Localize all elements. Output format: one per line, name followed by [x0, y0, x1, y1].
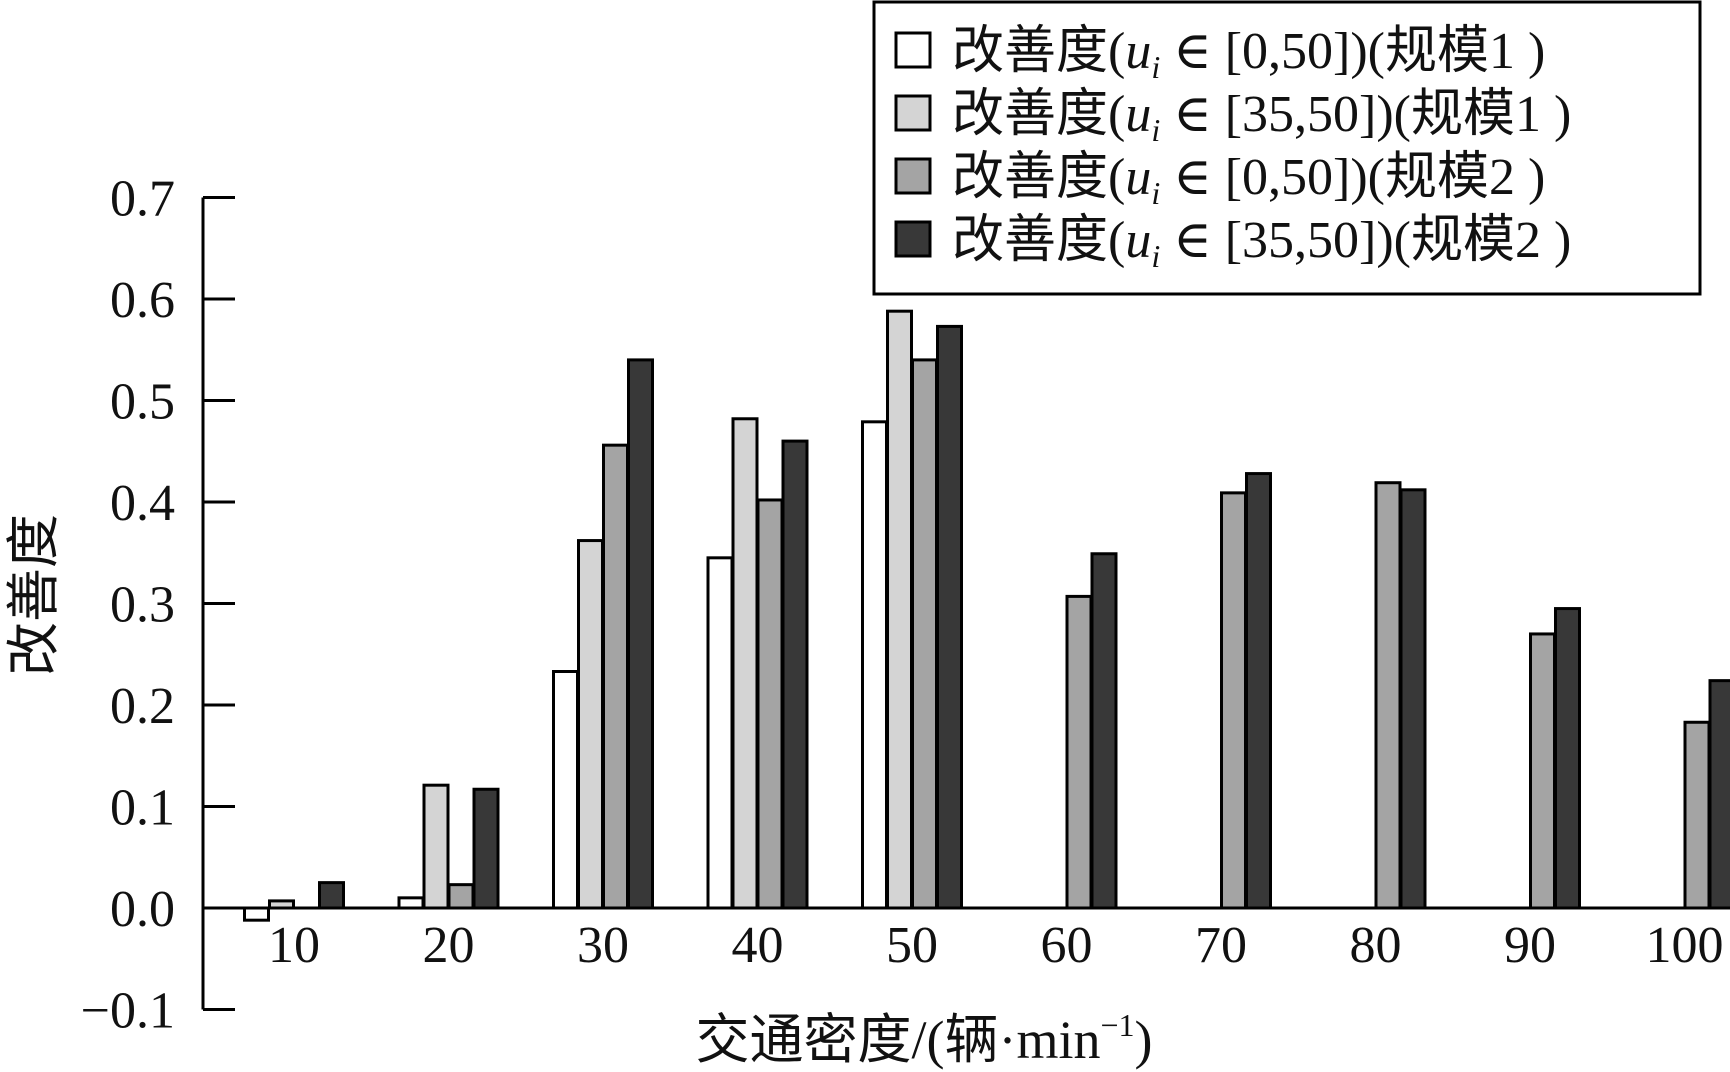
legend-frame — [872, 0, 1702, 296]
bar — [1065, 594, 1093, 910]
bar — [1220, 491, 1247, 910]
x-axis: 10 20 30 40 50 60 70 80 90 100 — [203, 906, 1724, 974]
legend-label: 改善度(ui ∈ [0,50])(规模1 ) — [952, 23, 1545, 85]
x-axis-title: 交通密度/(辆·min−1) — [695, 1007, 1152, 1070]
y-tick-label: 0.3 — [110, 577, 175, 634]
x-axis-title-main: 交通密度/(辆·min — [695, 1010, 1100, 1070]
x-tick-label: 30 — [577, 917, 629, 974]
bar — [911, 358, 938, 910]
y-tick-label: 0.4 — [110, 475, 175, 532]
legend-swatch — [894, 94, 932, 132]
bar — [1245, 472, 1272, 910]
legend-swatch — [894, 157, 932, 195]
bar — [1399, 488, 1427, 910]
bar — [318, 881, 345, 910]
x-tick-label: 70 — [1195, 917, 1247, 974]
x-tick-label: 20 — [423, 917, 475, 974]
x-tick-label: 50 — [886, 917, 938, 974]
legend-label: 改善度(ui ∈ [35,50])(规模1 ) — [952, 86, 1571, 148]
x-axis-title-sup: −1 — [1100, 1007, 1134, 1043]
bar — [1529, 632, 1556, 910]
x-tick-label: 90 — [1504, 917, 1556, 974]
x-tick-label: 100 — [1646, 917, 1724, 974]
bar — [602, 443, 629, 910]
bar — [627, 358, 654, 910]
bar — [397, 896, 425, 910]
y-tick-label: 0.5 — [110, 374, 175, 431]
bar — [552, 670, 579, 910]
legend-swatch — [894, 220, 932, 258]
legend: 改善度(ui ∈ [0,50])(规模1 )改善度(ui ∈ [35,50])(… — [872, 0, 1702, 296]
bar — [886, 309, 913, 910]
y-axis-title: 改善度 — [4, 514, 64, 676]
y-tick-label: 0.1 — [110, 780, 175, 837]
legend-label: 改善度(ui ∈ [35,50])(规模2 ) — [952, 212, 1571, 274]
y-tick-label: −0.1 — [81, 983, 175, 1040]
x-tick-label: 40 — [732, 917, 784, 974]
y-tick-label: 0.7 — [110, 171, 175, 228]
legend-swatch — [894, 31, 932, 69]
bar — [1374, 481, 1402, 910]
x-tick-label: 10 — [268, 917, 320, 974]
bar — [422, 783, 450, 910]
bar — [1554, 607, 1581, 910]
bar — [243, 906, 270, 922]
bar — [1683, 720, 1711, 910]
bar — [861, 420, 888, 910]
y-tick-label: 0.2 — [110, 678, 175, 735]
x-axis-title-end: ) — [1135, 1010, 1153, 1070]
bar — [706, 556, 734, 910]
x-tick-label: 60 — [1041, 917, 1093, 974]
x-tick-label: 80 — [1350, 917, 1402, 974]
bar — [781, 439, 809, 910]
bar — [447, 883, 475, 910]
legend-label: 改善度(ui ∈ [0,50])(规模2 ) — [952, 149, 1545, 211]
bar — [756, 498, 784, 910]
bar — [1708, 679, 1730, 910]
bar — [577, 539, 604, 910]
bars-layer — [243, 309, 1730, 922]
y-tick-label: 0.0 — [110, 881, 175, 938]
bar — [1090, 552, 1118, 910]
bar — [472, 787, 500, 910]
y-axis: −0.1 0.0 0.1 0.2 0.3 0.4 0.5 0.6 0.7 — [81, 171, 235, 1040]
y-tick-label: 0.6 — [110, 272, 175, 329]
bar — [936, 324, 963, 910]
bar — [731, 417, 759, 910]
